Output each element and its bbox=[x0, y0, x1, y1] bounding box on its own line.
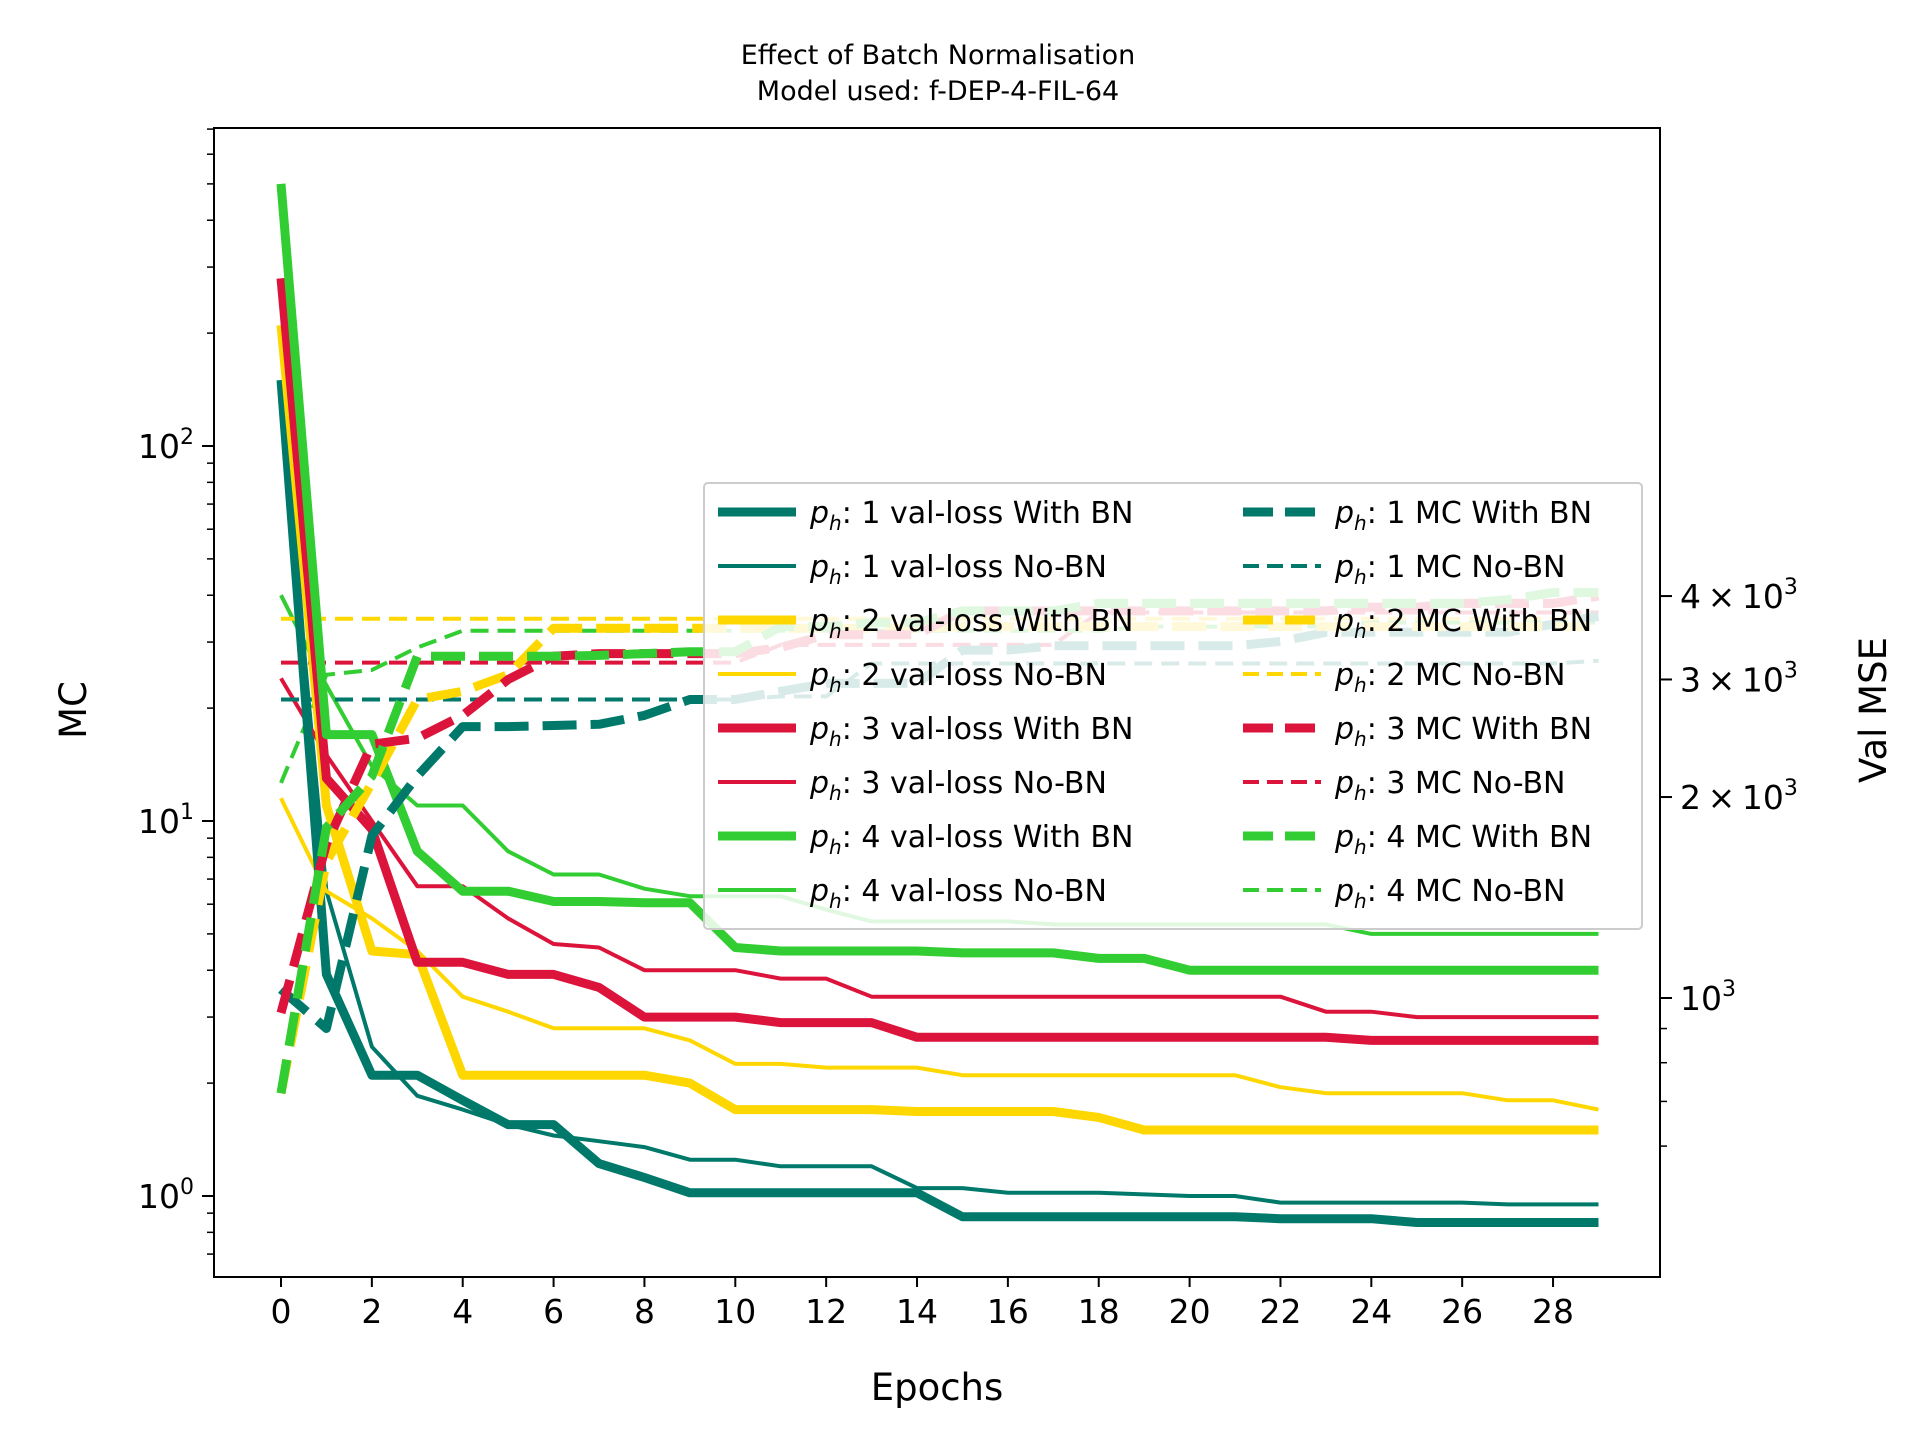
x-tick-label: 12 bbox=[805, 1292, 847, 1331]
x-tick-label: 2 bbox=[361, 1292, 382, 1331]
legend-label: ph: 2 val-loss No-BN bbox=[809, 658, 1107, 697]
series-line-5 bbox=[276, 277, 1599, 1045]
legend-label: ph: 1 MC No-BN bbox=[1334, 550, 1566, 589]
legend-label: ph: 3 MC No-BN bbox=[1334, 766, 1566, 805]
series-line-3 bbox=[276, 324, 1599, 1135]
x-tick-label: 0 bbox=[271, 1292, 292, 1331]
x-tick-label: 4 bbox=[452, 1292, 473, 1331]
legend-label: ph: 4 MC No-BN bbox=[1334, 874, 1566, 913]
x-tick-label: 6 bbox=[543, 1292, 564, 1331]
x-tick-label: 8 bbox=[634, 1292, 655, 1331]
y-right-tick-label: 3 × 103 bbox=[1680, 658, 1798, 699]
x-tick-label: 24 bbox=[1350, 1292, 1392, 1331]
legend-label: ph: 1 MC With BN bbox=[1334, 496, 1592, 535]
legend-label: ph: 1 val-loss No-BN bbox=[809, 550, 1107, 589]
legend-label: ph: 3 MC With BN bbox=[1334, 712, 1592, 751]
y-right-axis: 103 2 × 103 3 × 103 4 × 103 bbox=[1660, 575, 1798, 1147]
x-tick-label: 18 bbox=[1078, 1292, 1120, 1331]
legend-label: ph: 4 val-loss No-BN bbox=[809, 874, 1107, 913]
y-left-tick-label: 100 bbox=[138, 1175, 194, 1216]
series-line-4 bbox=[279, 797, 1599, 1112]
y-right-tick-label: 2 × 103 bbox=[1680, 776, 1798, 817]
legend-label: ph: 2 MC With BN bbox=[1334, 604, 1592, 643]
y-left-tick-label: 102 bbox=[138, 425, 194, 466]
chart-title: Effect of Batch Normalisation bbox=[741, 40, 1136, 71]
chart-subtitle: Model used: f-DEP-4-FIL-64 bbox=[757, 76, 1119, 107]
series-line-15 bbox=[276, 588, 1599, 1094]
x-tick-label: 16 bbox=[987, 1292, 1029, 1331]
legend-label: ph: 3 val-loss No-BN bbox=[809, 766, 1107, 805]
y-right-tick-label: 4 × 103 bbox=[1680, 575, 1798, 616]
series-line-7 bbox=[276, 183, 1599, 975]
x-tick-label: 26 bbox=[1441, 1292, 1483, 1331]
x-tick-label: 28 bbox=[1532, 1292, 1574, 1331]
legend-label: ph: 4 val-loss With BN bbox=[809, 820, 1133, 859]
legend: ph: 1 val-loss With BN ph: 1 val-loss No-… bbox=[703, 482, 1643, 930]
y-left-axis-label: MC bbox=[52, 681, 95, 739]
x-tick-label: 22 bbox=[1259, 1292, 1301, 1331]
x-tick-label: 10 bbox=[714, 1292, 756, 1331]
legend-box bbox=[703, 482, 1643, 930]
x-axis-label: Epochs bbox=[871, 1366, 1004, 1409]
y-right-axis-label: Val MSE bbox=[1852, 637, 1895, 783]
legend-label: ph: 3 val-loss With BN bbox=[809, 712, 1133, 751]
legend-label: ph: 2 MC No-BN bbox=[1334, 658, 1566, 697]
series-line-1 bbox=[276, 379, 1599, 1227]
legend-label: ph: 2 val-loss With BN bbox=[809, 604, 1133, 643]
plot-frame bbox=[213, 127, 1661, 1278]
x-tick-label: 20 bbox=[1169, 1292, 1211, 1331]
x-tick-label: 14 bbox=[896, 1292, 938, 1331]
x-axis: 0 2 4 6 8 10 12 14 16 18 20 22 24 26 28 bbox=[271, 1277, 1574, 1331]
series-line-6 bbox=[279, 677, 1599, 1020]
legend-label: ph: 4 MC With BN bbox=[1334, 820, 1592, 859]
y-right-tick-label: 103 bbox=[1680, 977, 1736, 1018]
legend-label: ph: 1 val-loss With BN bbox=[809, 496, 1133, 535]
